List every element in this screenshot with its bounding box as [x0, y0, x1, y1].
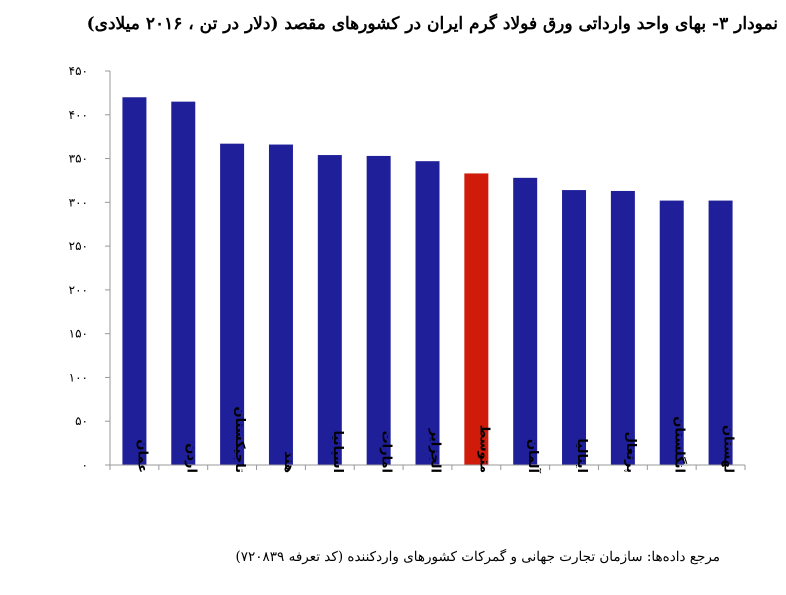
bar [562, 190, 587, 465]
x-tick-label: آلمان [525, 439, 542, 474]
y-tick-label: ۵۰ [75, 414, 88, 428]
bar [464, 173, 489, 465]
source-note: مرجع داده‌ها: سازمان تجارت جهانی و گمرکا… [235, 549, 720, 565]
bar [122, 97, 147, 466]
x-tick-label: متوسط [476, 425, 491, 473]
x-axis: عمان اردن تاجیکستان هند اسپانیا امارات الجزایر… [109, 406, 746, 474]
bars-group [122, 97, 733, 466]
bar [415, 161, 440, 465]
y-tick-label: ۴۵۰ [69, 64, 88, 78]
x-tick-label: عمان [134, 439, 149, 473]
bar [513, 177, 538, 465]
y-tick-label: ۳۰۰ [69, 195, 88, 209]
y-tick-label: ۱۰۰ [69, 370, 88, 384]
x-tick-label: لهستان [721, 425, 736, 473]
bar [366, 155, 391, 465]
y-axis: ۰ ۵۰ ۱۰۰ ۱۵۰ ۲۰۰ ۲۵۰ ۳۰۰ ۳۵۰ ۴۰۰ ۴۵۰ [69, 64, 111, 472]
y-tick-label: ۳۵۰ [69, 152, 88, 166]
bar [268, 144, 293, 465]
y-tick-label: ۲۰۰ [69, 283, 88, 297]
x-tick-label: تاجیکستان [232, 406, 247, 473]
y-tick-label: ۰ [82, 458, 88, 472]
y-tick-label: ۲۵۰ [69, 239, 88, 253]
bar [317, 155, 342, 465]
x-tick-label: پرتغال [623, 432, 638, 473]
bar [171, 101, 196, 466]
x-tick-label: اسپانیا [330, 431, 345, 474]
x-tick-label: ایتالیا [574, 438, 589, 473]
x-tick-label: الجزایر [428, 428, 443, 473]
x-tick-label: اردن [183, 443, 198, 473]
bar [659, 200, 684, 466]
bar [708, 200, 733, 466]
x-tick-label: امارات [379, 431, 394, 473]
x-tick-label: هند [281, 451, 296, 473]
bar [220, 143, 245, 465]
x-tick-label: انگلستان [672, 416, 688, 473]
y-tick-label: ۱۵۰ [69, 327, 88, 341]
y-tick-label: ۴۰۰ [69, 108, 88, 122]
bar [610, 190, 635, 465]
chart-title: نمودار ۳- بهای واحد وارداتی ورق فولاد گر… [86, 14, 778, 34]
